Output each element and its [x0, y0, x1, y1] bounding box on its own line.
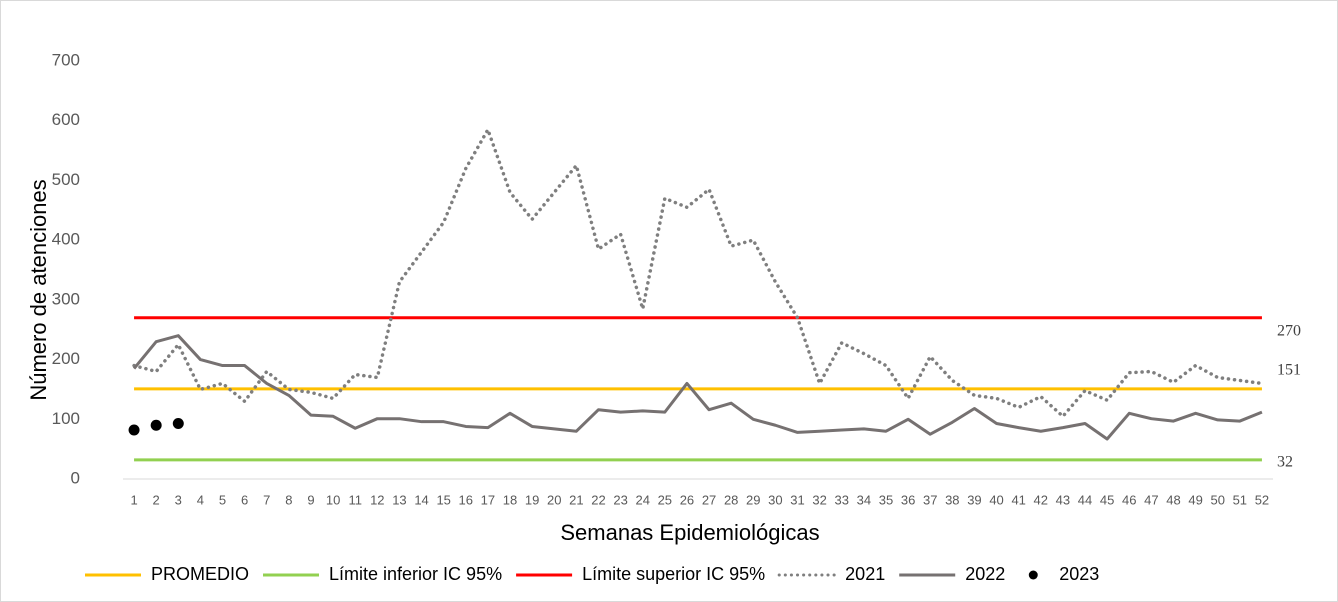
y-tick-label: 400 [52, 230, 80, 249]
x-tick-label: 31 [790, 492, 804, 507]
data-point [172, 417, 184, 429]
legend-label: Límite superior IC 95% [582, 564, 765, 584]
x-tick-label: 49 [1188, 492, 1202, 507]
x-tick-label: 12 [370, 492, 384, 507]
x-tick-label: 50 [1210, 492, 1224, 507]
x-tick-label: 4 [197, 492, 204, 507]
y-tick-label: 100 [52, 409, 80, 428]
x-tick-label: 3 [175, 492, 182, 507]
x-tick-label: 19 [525, 492, 539, 507]
x-tick-label: 39 [967, 492, 981, 507]
x-tick-label: 7 [263, 492, 270, 507]
x-tick-label: 10 [326, 492, 340, 507]
x-tick-label: 33 [835, 492, 849, 507]
x-tick-label: 38 [945, 492, 959, 507]
x-axis-title: Semanas Epidemiológicas [560, 520, 819, 545]
x-tick-label: 24 [635, 492, 649, 507]
end-label: 32 [1277, 454, 1293, 471]
x-tick-label: 11 [348, 492, 362, 507]
x-tick-label: 51 [1233, 492, 1247, 507]
x-tick-label: 43 [1056, 492, 1070, 507]
x-tick-label: 8 [285, 492, 292, 507]
end-label: 270 [1277, 322, 1301, 339]
x-tick-label: 1 [130, 492, 137, 507]
x-tick-label: 18 [503, 492, 517, 507]
y-tick-label: 200 [52, 349, 80, 368]
x-tick-label: 41 [1011, 492, 1025, 507]
x-tick-label: 25 [658, 492, 672, 507]
x-tick-label: 21 [569, 492, 583, 507]
data-point [128, 424, 140, 436]
x-tick-label: 29 [746, 492, 760, 507]
legend-label: 2021 [845, 564, 885, 584]
x-tick-label: 45 [1100, 492, 1114, 507]
end-label: 151 [1277, 362, 1301, 379]
legend-label: Límite inferior IC 95% [329, 564, 502, 584]
x-tick-label: 35 [879, 492, 893, 507]
y-tick-label: 700 [52, 50, 80, 69]
x-tick-label: 32 [812, 492, 826, 507]
x-tick-label: 52 [1255, 492, 1269, 507]
legend-marker [1028, 570, 1038, 580]
x-tick-label: 37 [923, 492, 937, 507]
x-tick-label: 48 [1166, 492, 1180, 507]
y-tick-label: 600 [52, 110, 80, 129]
x-tick-label: 47 [1144, 492, 1158, 507]
x-tick-label: 17 [481, 492, 495, 507]
x-tick-label: 34 [857, 492, 871, 507]
y-tick-label: 500 [52, 170, 80, 189]
x-tick-label: 22 [591, 492, 605, 507]
y-tick-label: 0 [71, 468, 80, 487]
x-tick-label: 28 [724, 492, 738, 507]
y-tick-label: 300 [52, 289, 80, 308]
x-tick-label: 6 [241, 492, 248, 507]
legend-label: 2022 [965, 564, 1005, 584]
x-tick-label: 30 [768, 492, 782, 507]
x-tick-label: 13 [392, 492, 406, 507]
x-tick-label: 27 [702, 492, 716, 507]
x-tick-label: 42 [1034, 492, 1048, 507]
x-tick-label: 9 [307, 492, 314, 507]
x-tick-label: 5 [219, 492, 226, 507]
x-tick-label: 2 [153, 492, 160, 507]
legend-label: PROMEDIO [151, 564, 249, 584]
x-tick-label: 40 [989, 492, 1003, 507]
x-tick-label: 15 [436, 492, 450, 507]
legend-label: 2023 [1059, 564, 1099, 584]
x-tick-label: 26 [680, 492, 694, 507]
data-point [150, 419, 162, 431]
x-tick-label: 46 [1122, 492, 1136, 507]
x-tick-label: 44 [1078, 492, 1092, 507]
y-axis-title: Número de atenciones [26, 179, 51, 400]
x-tick-label: 36 [901, 492, 915, 507]
series-line [132, 334, 1263, 441]
x-tick-label: 14 [414, 492, 428, 507]
x-tick-label: 23 [613, 492, 627, 507]
x-tick-label: 16 [459, 492, 473, 507]
x-tick-label: 20 [547, 492, 561, 507]
